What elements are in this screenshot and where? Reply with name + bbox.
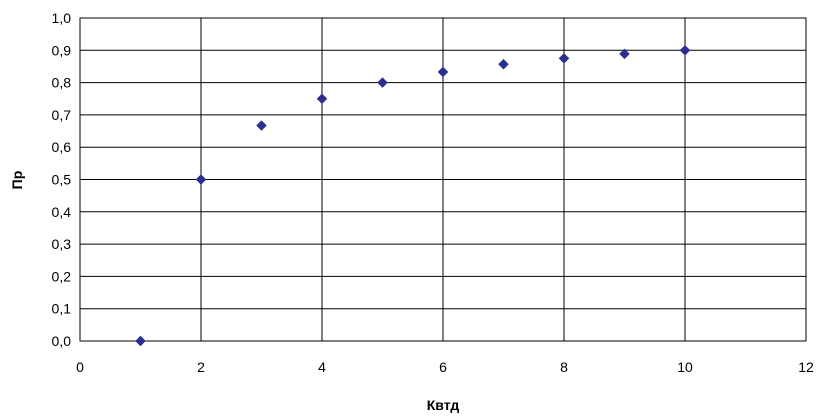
y-tick-label-5: 0,5 <box>52 172 72 188</box>
plot-border <box>79 17 807 342</box>
y-tick-label-8: 0,8 <box>52 75 72 91</box>
x-axis-title: Квтд <box>427 397 460 413</box>
y-tick-label-4: 0,4 <box>52 204 72 220</box>
data-point-0-0 <box>135 335 146 347</box>
x-tick-label-5: 10 <box>677 359 693 375</box>
x-tick-labels: 0 2 4 6 8 10 12 <box>76 359 814 375</box>
y-tick-labels: 0,0 0,1 0,2 0,3 0,4 0,5 0,6 0,7 0,8 0,9 1,0 <box>52 10 72 349</box>
y-tick-label-10: 1,0 <box>52 10 72 26</box>
x-tick-label-4: 8 <box>560 359 568 375</box>
data-point-0-4 <box>377 77 388 88</box>
data-points <box>135 44 691 347</box>
y-tick-label-2: 0,2 <box>52 268 72 284</box>
data-point-0-5 <box>437 66 449 78</box>
data-point-0-9 <box>679 44 691 56</box>
data-point-0-7 <box>558 53 570 64</box>
y-tick-label-3: 0,3 <box>52 236 72 252</box>
data-point-0-8 <box>619 48 630 60</box>
y-tick-label-7: 0,7 <box>52 107 72 123</box>
data-point-0-3 <box>316 93 328 105</box>
data-point-0-6 <box>498 58 509 70</box>
data-point-0-2 <box>256 120 267 131</box>
x-tick-label-3: 6 <box>439 359 447 375</box>
x-tick-label-6: 12 <box>798 359 814 375</box>
y-tick-label-0: 0,0 <box>52 333 72 349</box>
y-tick-label-6: 0,6 <box>52 139 72 155</box>
y-tick-label-9: 0,9 <box>52 42 72 58</box>
y-tick-label-1: 0,1 <box>52 301 72 317</box>
x-tick-label-1: 2 <box>197 359 205 375</box>
x-tick-label-0: 0 <box>76 359 84 375</box>
data-point-0-1 <box>195 174 207 185</box>
x-tick-label-2: 4 <box>318 359 326 375</box>
y-axis-title: Пр <box>9 171 25 190</box>
